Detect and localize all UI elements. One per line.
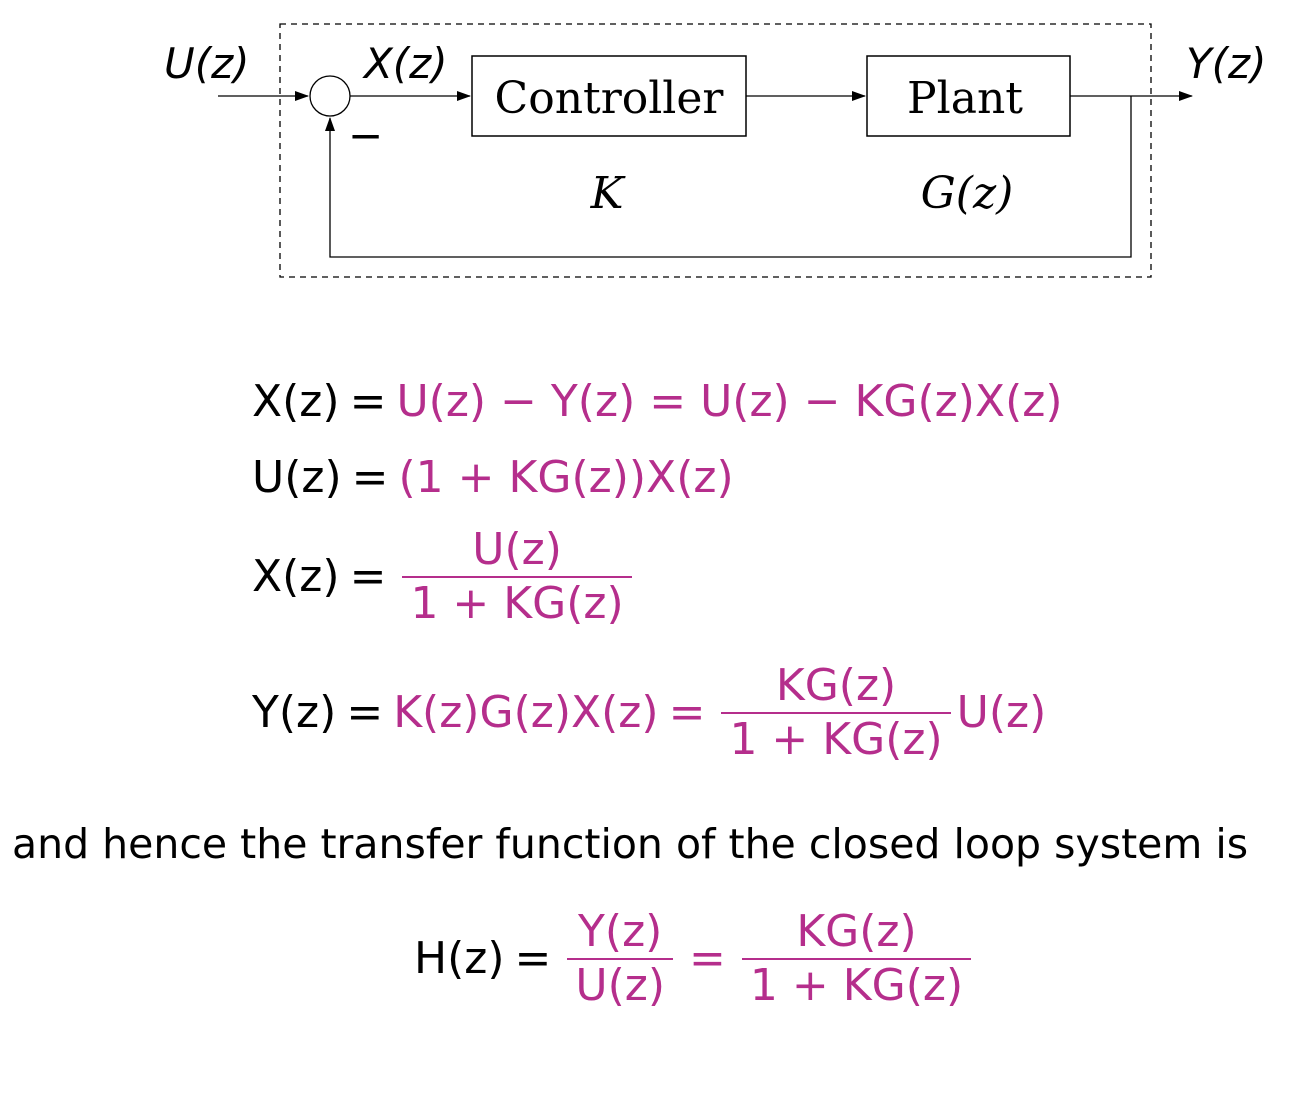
equation-4: Y(z) = K(z)G(z)X(z) = KG(z) 1 + KG(z) U(… [252,664,1046,762]
final-denominator-1: U(z) [575,960,666,1011]
eq4-denominator: 1 + KG(z) [729,714,943,765]
equation-1: X(z) = U(z) − Y(z) = U(z) − KG(z)X(z) [252,380,1063,424]
minus-sign: − [348,111,383,160]
plant-block [866,55,1071,137]
eq3-fraction: U(z) 1 + KG(z) [402,524,632,629]
eq3-equals: = [349,551,387,602]
eq3-lhs: X(z) [252,551,340,602]
eq4-numerator: KG(z) [775,660,897,711]
eq3-denominator: 1 + KG(z) [410,578,624,629]
final-equals: = [514,933,552,984]
eq3-fraction-bar [402,576,632,578]
eq1-lhs: X(z) [252,376,340,427]
controller-block [471,55,747,137]
eq4-equals: = [346,687,384,738]
final-numerator-2: KG(z) [796,906,917,957]
final-fraction-2: KG(z) 1 + KG(z) [741,906,972,1011]
feedback-block-diagram: Controller Plant U(z) X(z) Y(z) − K G(z) [164,23,1266,278]
closed-loop-transfer-function: H(z) = Y(z) U(z) = KG(z) 1 + KG(z) [414,910,977,1008]
eq4-lhs: Y(z) [252,687,337,738]
final-equals-2: = [689,933,726,984]
eq2-equals: = [351,452,389,503]
eq1-equals: = [349,376,387,427]
eq3-numerator: U(z) [472,524,562,575]
output-label: Y(z) [1186,39,1266,88]
final-fraction-1: Y(z) U(z) [567,906,674,1011]
eq4-fraction-bar [721,712,951,714]
eq4-rhs-pre: K(z)G(z)X(z) [393,687,659,738]
error-label: X(z) [362,39,448,88]
eq2-rhs: (1 + KG(z))X(z) [398,452,734,503]
eq4-equals-2: = [668,687,706,738]
summing-junction [309,75,351,117]
eq4-rhs-post: U(z) [956,687,1047,738]
plant-transfer-function: G(z) [921,168,1014,219]
plant-label: Plant [907,73,1023,124]
final-fraction-bar-2 [741,958,972,960]
final-fraction-bar-1 [567,958,674,960]
equation-2: U(z) = (1 + KG(z))X(z) [252,456,734,500]
final-numerator-1: Y(z) [578,906,663,957]
eq2-lhs: U(z) [252,452,342,503]
explanatory-sentence: and hence the transfer function of the c… [12,820,1249,868]
equation-3: X(z) = U(z) 1 + KG(z) [252,528,638,626]
feedback-path [325,96,1132,258]
controller-label: Controller [495,73,725,124]
final-lhs: H(z) [414,933,505,984]
eq4-fraction: KG(z) 1 + KG(z) [721,660,951,765]
final-denominator-2: 1 + KG(z) [749,960,964,1011]
controller-gain: K [590,168,626,219]
eq1-rhs: U(z) − Y(z) = U(z) − KG(z)X(z) [396,376,1063,427]
input-label: U(z) [164,39,250,88]
